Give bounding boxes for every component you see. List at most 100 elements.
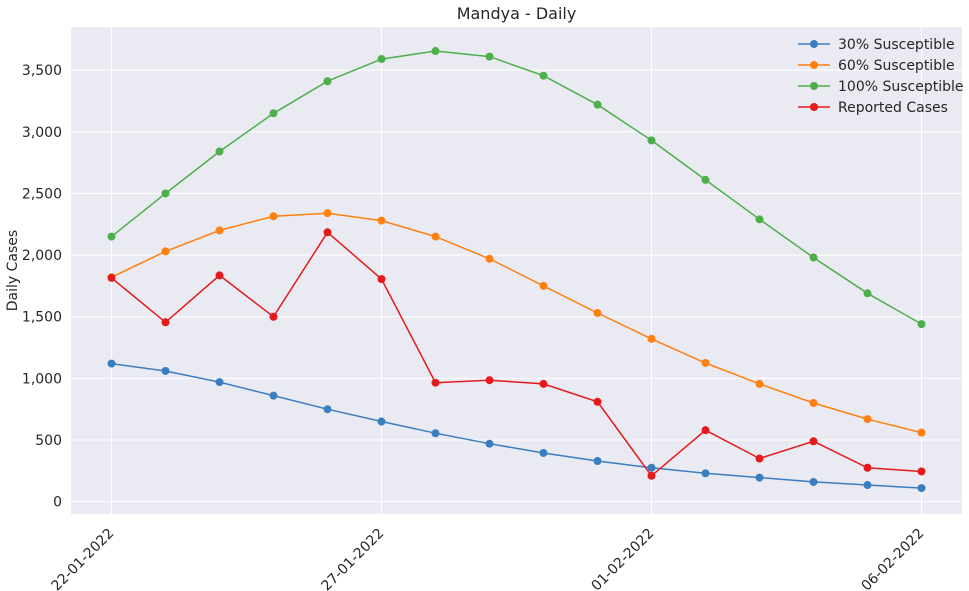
data-point <box>215 226 224 235</box>
series-layer <box>107 47 926 493</box>
data-point <box>647 334 656 343</box>
data-point <box>161 318 170 327</box>
data-point <box>485 52 494 61</box>
data-point <box>431 429 440 438</box>
y-tick-label: 2,000 <box>22 248 62 264</box>
data-point <box>917 467 926 476</box>
data-point <box>755 379 764 388</box>
data-point <box>377 216 386 225</box>
series-line <box>111 362 922 489</box>
chart-title: Mandya - Daily <box>457 4 577 23</box>
data-point <box>593 397 602 406</box>
data-point <box>593 456 602 465</box>
data-point <box>107 232 116 241</box>
legend: 30% Susceptible 60% Susceptible 100% Susce… <box>798 37 964 116</box>
data-point <box>593 309 602 318</box>
data-point <box>755 473 764 482</box>
legend-label: Reported Cases <box>838 100 948 116</box>
data-point <box>377 275 386 284</box>
series-100-susceptible <box>107 47 926 329</box>
y-axis-ticks: 0 500 1,000 1,500 2,000 2,500 3,000 3,500 <box>22 63 62 511</box>
legend-item: 60% Susceptible <box>798 58 955 74</box>
data-point <box>323 209 332 218</box>
legend-item: 30% Susceptible <box>798 37 955 53</box>
data-point <box>917 484 926 493</box>
legend-marker <box>810 61 818 69</box>
y-tick-label: 0 <box>53 495 62 511</box>
data-point <box>647 136 656 145</box>
y-tick-label: 3,500 <box>22 63 62 79</box>
legend-item: Reported Cases <box>798 100 948 116</box>
data-point <box>269 212 278 221</box>
data-point <box>215 378 224 387</box>
legend-marker <box>810 103 818 111</box>
legend-marker <box>810 40 818 48</box>
legend-label: 30% Susceptible <box>838 37 955 53</box>
data-point <box>485 439 494 448</box>
data-point <box>539 281 548 290</box>
y-tick-label: 3,000 <box>22 125 62 141</box>
data-point <box>323 405 332 414</box>
legend-marker <box>810 82 818 90</box>
data-point <box>323 77 332 86</box>
data-point <box>377 417 386 426</box>
y-axis-label: Daily Cases <box>5 230 21 311</box>
data-point <box>863 463 872 472</box>
legend-label: 100% Susceptible <box>838 79 964 95</box>
data-point <box>269 391 278 400</box>
data-point <box>269 312 278 321</box>
series-30-susceptible <box>107 359 926 493</box>
data-point <box>485 376 494 385</box>
data-point <box>647 471 656 480</box>
data-point <box>863 289 872 298</box>
data-point <box>863 481 872 490</box>
y-tick-label: 500 <box>35 433 62 449</box>
data-point <box>485 254 494 263</box>
data-point <box>431 232 440 241</box>
x-tick-label: 27-01-2022 <box>318 526 387 591</box>
x-axis-ticks: 22-01-2022 27-01-2022 01-02-2022 06-02-2022 <box>48 526 927 591</box>
data-point <box>917 428 926 437</box>
x-tick-label: 22-01-2022 <box>48 526 117 591</box>
series-line <box>111 231 922 477</box>
data-point <box>161 247 170 256</box>
data-point <box>701 426 710 435</box>
data-point <box>755 454 764 463</box>
data-point <box>539 448 548 457</box>
data-point <box>161 189 170 198</box>
data-point <box>107 359 116 368</box>
legend-item: 100% Susceptible <box>798 79 964 95</box>
legend-label: 60% Susceptible <box>838 58 955 74</box>
y-tick-label: 2,500 <box>22 186 62 202</box>
plot-background <box>71 27 962 514</box>
data-point <box>161 366 170 375</box>
data-point <box>215 147 224 156</box>
x-tick-label: 01-02-2022 <box>588 526 657 591</box>
x-tick-label: 06-02-2022 <box>858 526 927 591</box>
data-point <box>809 477 818 486</box>
data-point <box>593 100 602 109</box>
y-tick-label: 1,500 <box>22 310 62 326</box>
data-point <box>377 55 386 64</box>
series-line <box>111 212 922 434</box>
data-point <box>323 228 332 237</box>
data-point <box>107 273 116 282</box>
data-point <box>809 437 818 446</box>
data-point <box>647 463 656 472</box>
data-point <box>809 399 818 408</box>
data-point <box>269 109 278 118</box>
data-point <box>431 47 440 56</box>
data-point <box>701 358 710 367</box>
series-line <box>111 50 922 325</box>
data-point <box>755 215 764 224</box>
data-point <box>215 271 224 280</box>
data-point <box>539 379 548 388</box>
data-point <box>809 253 818 262</box>
data-point <box>539 71 548 80</box>
data-point <box>701 469 710 478</box>
data-point <box>701 175 710 184</box>
data-point <box>863 415 872 424</box>
data-point <box>431 378 440 387</box>
data-point <box>917 320 926 329</box>
